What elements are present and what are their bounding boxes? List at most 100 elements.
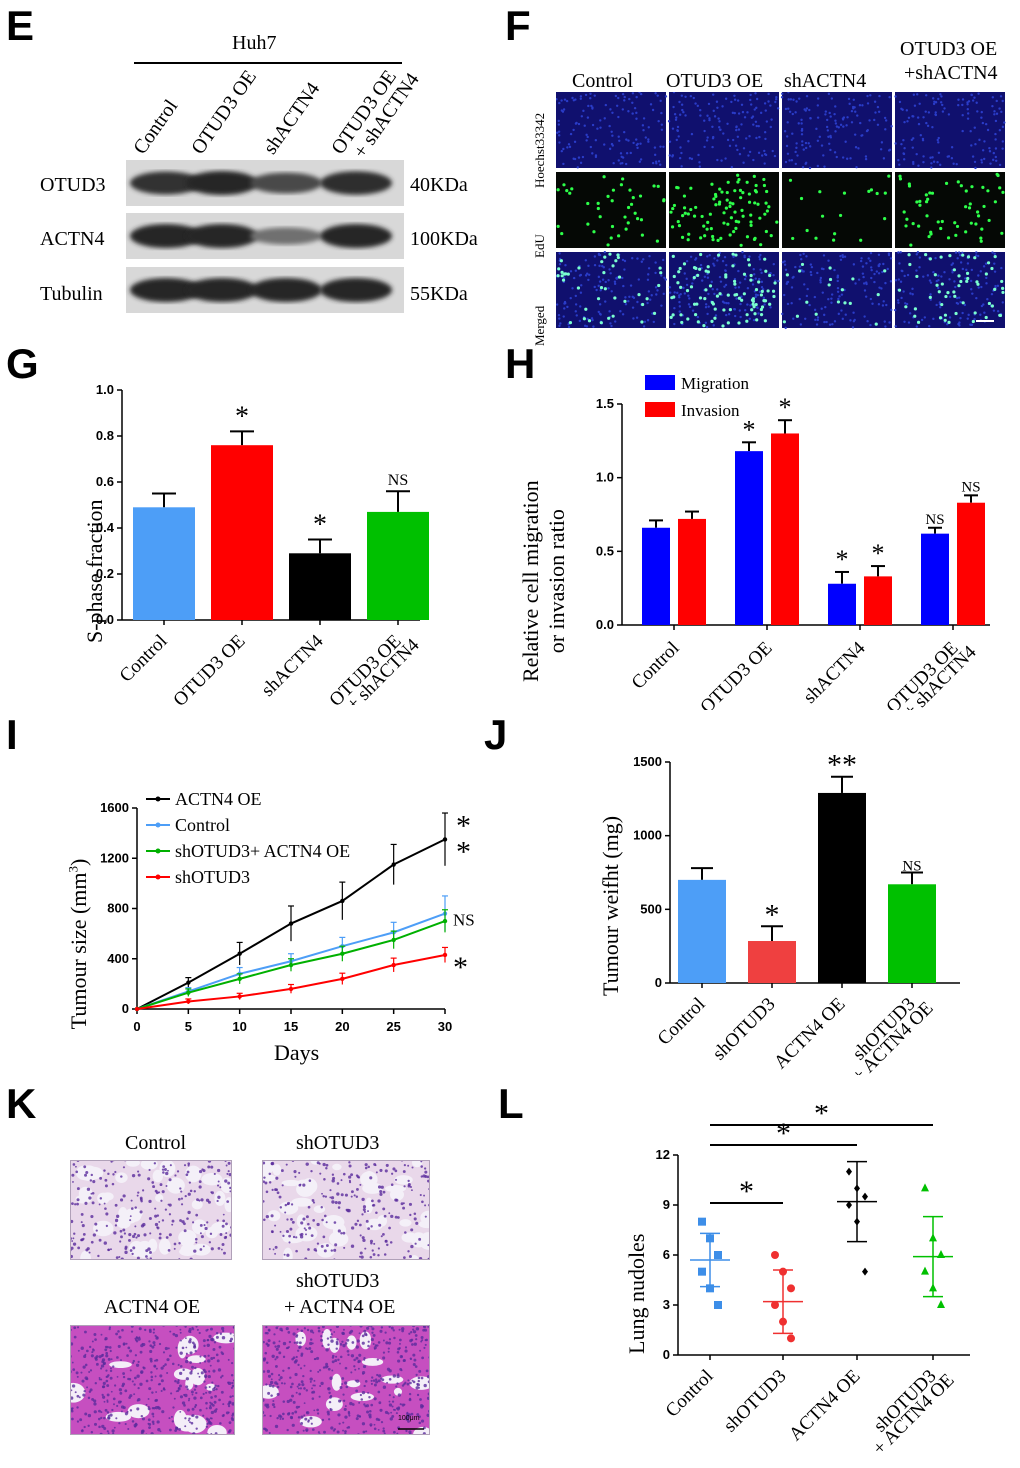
nucleus-dot (787, 92, 790, 94)
nucleus-dot (981, 149, 985, 152)
cell-nucleus (114, 1218, 119, 1223)
cell-nucleus (310, 1234, 314, 1237)
cell-nucleus (350, 1371, 353, 1374)
cell-nucleus (415, 1338, 418, 1341)
cell-nucleus (359, 1393, 363, 1397)
edu-dot (606, 243, 610, 247)
cell-nucleus (188, 1397, 191, 1400)
edu-dot (724, 273, 728, 277)
cell-nucleus (361, 1334, 365, 1338)
edu-dot (1000, 279, 1004, 284)
cell-nucleus (104, 1345, 108, 1349)
cell-nucleus (297, 1416, 301, 1419)
nucleus-dot (859, 259, 863, 263)
cell-nucleus (387, 1412, 390, 1415)
cell-nucleus (382, 1385, 387, 1389)
nucleus-dot (897, 301, 900, 304)
edu-dot (685, 289, 690, 293)
cell-nucleus (421, 1200, 424, 1204)
i-point (391, 862, 396, 867)
cell-nucleus (110, 1358, 113, 1361)
cell-nucleus (322, 1366, 326, 1369)
cell-nucleus (264, 1181, 268, 1185)
cell-nucleus (120, 1410, 123, 1413)
nucleus-dot (708, 117, 711, 120)
cell-nucleus (215, 1335, 219, 1339)
cell-nucleus (388, 1369, 392, 1373)
nucleus-dot (771, 149, 774, 153)
nucleus-dot (977, 286, 980, 289)
l-comparison-label: * (739, 1175, 754, 1208)
nucleus-dot (922, 275, 925, 278)
nucleus-dot (922, 155, 925, 158)
nucleus-dot (980, 116, 983, 119)
cell-nucleus (147, 1422, 150, 1425)
edu-dot (973, 311, 977, 315)
i-x-tick-label: 20 (335, 1019, 349, 1034)
i-y-tick-label: 400 (107, 951, 129, 966)
nucleus-dot (950, 146, 954, 149)
cell-nucleus (183, 1404, 186, 1407)
nucleus-dot (975, 251, 978, 254)
cell-nucleus (269, 1380, 274, 1385)
nucleus-dot (822, 154, 825, 157)
edu-dot (671, 254, 675, 258)
cell-nucleus (399, 1338, 402, 1342)
nucleus-dot (833, 151, 837, 154)
h-bar (957, 502, 985, 625)
nucleus-dot (760, 286, 764, 289)
cell-nucleus (418, 1369, 422, 1373)
nucleus-dot (784, 107, 788, 111)
nucleus-dot (763, 152, 767, 156)
h-legend-label: Invasion (681, 401, 740, 420)
nucleus-dot (854, 110, 857, 113)
cell-nucleus (219, 1186, 222, 1189)
nucleus-dot (916, 251, 920, 254)
nucleus-dot (727, 302, 730, 305)
nucleus-dot (943, 271, 946, 274)
cell-nucleus (292, 1332, 296, 1336)
cell-nucleus (230, 1373, 234, 1377)
nucleus-dot (970, 288, 973, 291)
cell-nucleus (373, 1427, 377, 1431)
cell-nucleus (309, 1338, 313, 1341)
cell-nucleus (167, 1249, 171, 1252)
cell-nucleus (392, 1329, 395, 1332)
nucleus-dot (726, 122, 729, 125)
edu-dot (749, 220, 753, 224)
nucleus-dot (656, 94, 659, 97)
nucleus-dot (585, 325, 589, 328)
edu-dot (759, 313, 764, 317)
nucleus-dot (610, 324, 613, 328)
cell-nucleus (195, 1325, 198, 1328)
l-point (846, 1201, 852, 1209)
l-y-tick-label: 3 (663, 1297, 670, 1312)
edu-col-control: Control (572, 70, 634, 92)
cell-nucleus (229, 1332, 232, 1335)
nucleus-dot (749, 98, 752, 102)
cell-nucleus (341, 1340, 344, 1343)
cell-nucleus (76, 1394, 80, 1398)
edu-dot (628, 188, 632, 192)
nucleus-dot (569, 270, 573, 273)
nucleus-dot (919, 134, 922, 137)
edu-dot (722, 211, 726, 215)
cell-nucleus (71, 1173, 75, 1177)
edu-dot (946, 236, 951, 240)
nucleus-dot (959, 300, 962, 304)
cell-nucleus (333, 1331, 336, 1333)
edu-dot (610, 199, 614, 203)
nucleus-dot (566, 305, 569, 309)
scale-bar-label: 100μm (398, 1415, 420, 1422)
cell-nucleus (222, 1413, 225, 1417)
nucleus-dot (718, 120, 721, 123)
nucleus-dot (953, 280, 956, 283)
cell-nucleus (186, 1408, 190, 1412)
nucleus-dot (586, 116, 590, 119)
cell-nucleus (116, 1376, 119, 1378)
edu-dot (596, 206, 600, 211)
nucleus-dot (877, 110, 881, 114)
cell-nucleus (363, 1384, 366, 1388)
j-y-tick-label: 500 (640, 901, 662, 916)
